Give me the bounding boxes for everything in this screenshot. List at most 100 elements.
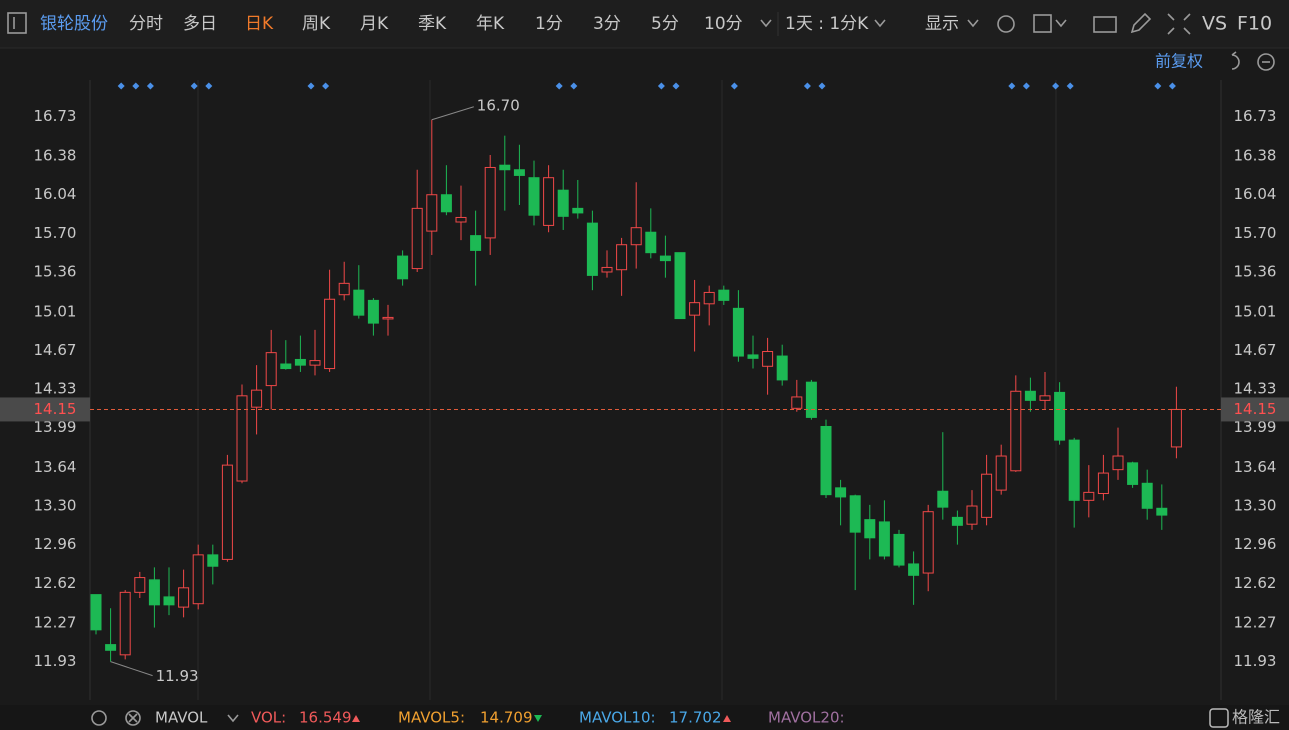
- tab[interactable]: 季K: [418, 14, 447, 34]
- mavol20-label: MAVOL20:: [768, 709, 845, 727]
- candle-body: [791, 396, 803, 409]
- event-marker: [657, 82, 665, 90]
- event-marker: [307, 82, 315, 90]
- tab[interactable]: 分时: [129, 14, 163, 34]
- plot: 16.73 16.73 16.38 16.38 16.04 16.04 15.70 15.70…: [0, 82, 1289, 685]
- last-price-box: [1221, 397, 1289, 422]
- event-marker: [1022, 82, 1030, 90]
- candle-body: [148, 579, 160, 606]
- candle-body: [105, 644, 117, 651]
- candle-body: [878, 521, 890, 557]
- chevron[interactable]: [874, 19, 886, 28]
- chevron[interactable]: [1055, 19, 1067, 28]
- candle-body: [557, 189, 569, 217]
- y2-tick-label: 15.70: [1234, 224, 1277, 242]
- camera-icon[interactable]: [1093, 16, 1117, 33]
- candle-body: [776, 355, 788, 381]
- candle-body: [119, 591, 131, 656]
- low-annotation-line: [110, 661, 153, 677]
- indicator-settings[interactable]: [91, 710, 107, 726]
- candle-body: [397, 255, 409, 280]
- tab[interactable]: 多日: [183, 14, 217, 34]
- undo-icon[interactable]: [1231, 51, 1240, 70]
- candle-body: [163, 596, 175, 606]
- candle-body: [718, 289, 730, 301]
- candle-body: [192, 554, 204, 605]
- candle-body: [805, 381, 817, 418]
- candle-body: [484, 166, 496, 239]
- chevron[interactable]: [227, 714, 239, 723]
- high-annotation: 16.70: [477, 96, 520, 114]
- tab[interactable]: 10分: [704, 14, 743, 34]
- watermark-logo: [1209, 708, 1229, 728]
- y-tick-label: 16.04: [34, 185, 77, 203]
- draw-icon[interactable]: [1130, 12, 1152, 34]
- candle-body: [630, 227, 642, 246]
- tab[interactable]: 5分: [651, 14, 679, 34]
- candle-body: [951, 516, 963, 526]
- y-tick-label: 15.01: [34, 302, 77, 320]
- tab[interactable]: 1分: [535, 14, 563, 34]
- y2-tick-label: 13.99: [1234, 418, 1277, 436]
- candle-body: [513, 169, 525, 176]
- y2-tick-label: 14.33: [1234, 380, 1277, 398]
- tab[interactable]: 3分: [593, 14, 621, 34]
- y-tick-label: 11.93: [34, 652, 77, 670]
- zoom-out-icon[interactable]: [1257, 53, 1275, 71]
- settings-icon[interactable]: [997, 15, 1015, 33]
- candle-body: [528, 177, 540, 216]
- event-marker: [1066, 82, 1074, 90]
- display-menu[interactable]: 显示: [925, 14, 959, 34]
- sidebar-icon[interactable]: [7, 12, 27, 34]
- candle-body: [966, 505, 978, 525]
- tab[interactable]: 周K: [302, 14, 331, 34]
- y2-tick-label: 12.96: [1234, 535, 1277, 553]
- y-tick-label: 13.30: [34, 497, 77, 515]
- tab[interactable]: 年K: [476, 14, 505, 34]
- candle-body: [849, 495, 861, 533]
- event-marker: [132, 82, 140, 90]
- f10-button[interactable]: F10: [1237, 13, 1272, 35]
- event-marker: [117, 82, 125, 90]
- candle-body: [835, 487, 847, 498]
- candle-body: [367, 299, 379, 324]
- y-tick-label: 12.27: [34, 614, 77, 632]
- candle-body: [732, 307, 744, 357]
- down-arrow: [534, 715, 542, 722]
- stock-name[interactable]: 银轮股份: [40, 14, 108, 34]
- fullscreen-icon[interactable]: [1167, 13, 1191, 35]
- chevron[interactable]: [760, 19, 772, 28]
- candle-body: [616, 244, 628, 271]
- candle-body: [820, 425, 832, 496]
- y2-tick-label: 11.93: [1234, 652, 1277, 670]
- event-marker: [1008, 82, 1016, 90]
- y-tick-label: 14.67: [34, 341, 77, 359]
- mavol10-value: 17.702: [669, 709, 722, 727]
- last-price-label: 14.15: [1234, 400, 1277, 418]
- color-icon[interactable]: [1033, 14, 1052, 33]
- indicator-name[interactable]: MAVOL: [155, 709, 208, 727]
- y2-tick-label: 15.36: [1234, 262, 1277, 280]
- candle-body: [324, 298, 336, 370]
- indicator-close[interactable]: [125, 710, 141, 726]
- vs-button[interactable]: VS: [1202, 13, 1227, 35]
- candle-body: [572, 207, 584, 214]
- candle-body: [411, 207, 423, 270]
- y2-tick-label: 16.73: [1234, 107, 1277, 125]
- candle-body: [922, 511, 934, 574]
- chevron[interactable]: [967, 19, 979, 28]
- y-tick-label: 16.73: [34, 107, 77, 125]
- y2-tick-label: 12.27: [1234, 614, 1277, 632]
- mavol5-value: 14.709: [480, 709, 533, 727]
- candle-body: [893, 533, 905, 566]
- period-select[interactable]: 1天 : 1分K: [785, 14, 869, 34]
- candle-body: [207, 554, 219, 567]
- adjust-mode[interactable]: 前复权: [1155, 52, 1203, 71]
- y2-tick-label: 16.38: [1234, 147, 1277, 165]
- event-marker: [730, 82, 738, 90]
- candle-body: [1097, 472, 1109, 495]
- candle-body: [689, 302, 701, 316]
- tab[interactable]: 日K: [245, 14, 274, 34]
- candle-body: [90, 594, 102, 631]
- tab[interactable]: 月K: [360, 14, 389, 34]
